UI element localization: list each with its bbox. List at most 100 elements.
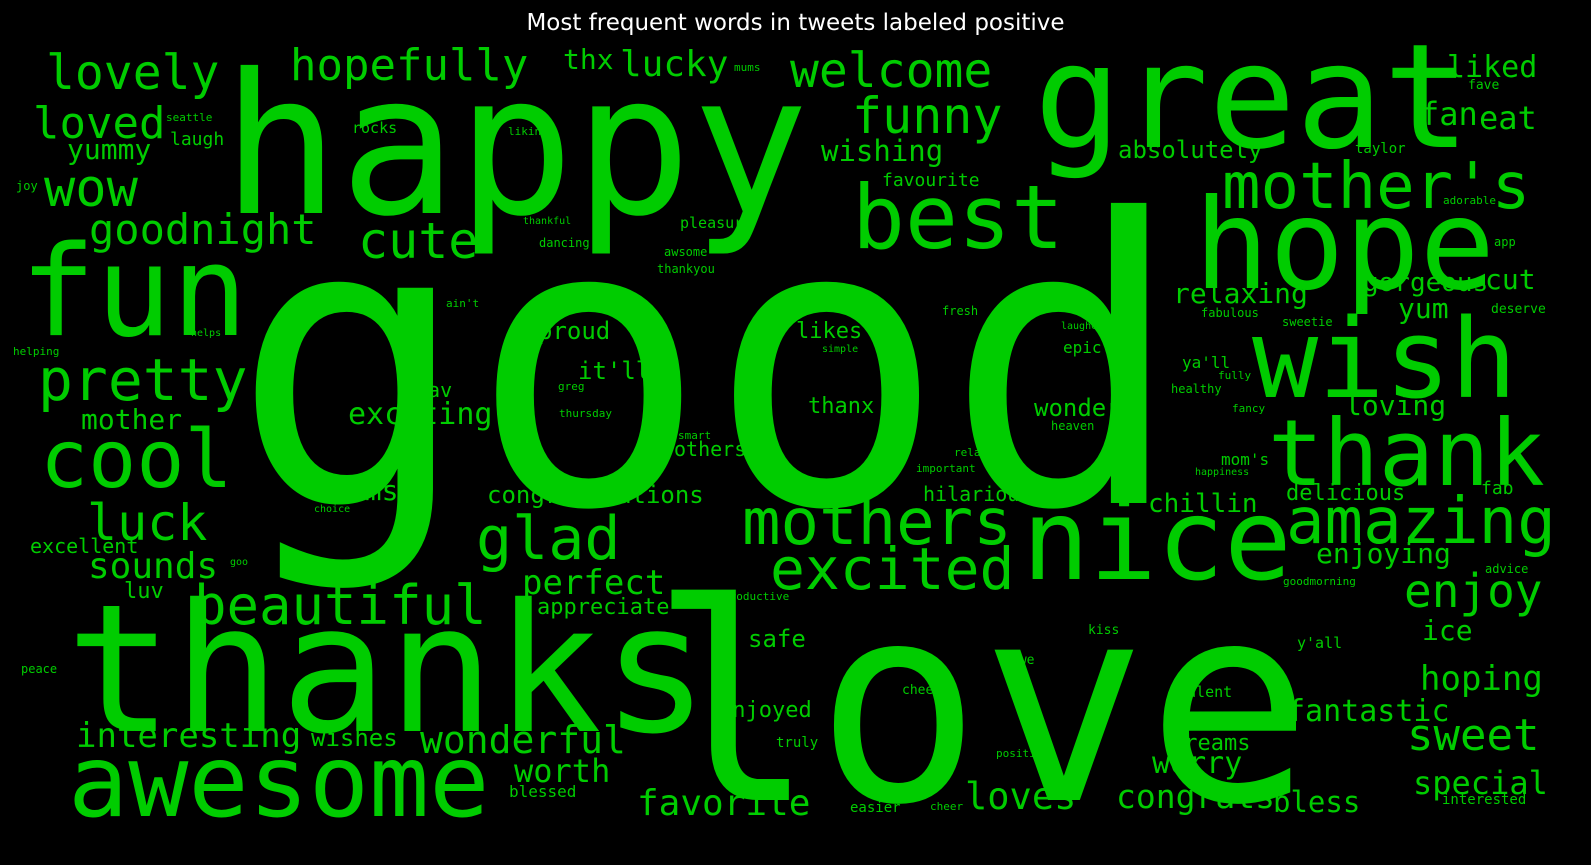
word: goo	[230, 557, 249, 568]
word: laugh	[170, 129, 225, 150]
word: mother	[81, 403, 183, 436]
word: awe	[1011, 653, 1035, 668]
word: simple	[822, 344, 859, 355]
word: goodnight	[89, 205, 317, 254]
word: healthy	[1171, 382, 1222, 396]
word: glad	[476, 504, 621, 574]
word: loved	[33, 98, 166, 149]
word: amazing	[1286, 485, 1556, 559]
word: y'all	[1297, 634, 1343, 652]
word: it'll	[578, 357, 651, 385]
word: enjoying	[1316, 537, 1451, 570]
word: cute	[358, 212, 479, 270]
word: delicious	[1286, 481, 1406, 506]
word: fancy	[1232, 402, 1266, 415]
word: wow	[44, 159, 138, 219]
word: helps	[191, 328, 222, 339]
word: joy	[16, 179, 38, 193]
word: cool	[40, 413, 233, 506]
word: chillin	[1148, 489, 1258, 519]
word: goodmorning	[1283, 575, 1356, 588]
word: worth	[514, 752, 611, 790]
word: cheers	[902, 683, 949, 698]
word: pleasure	[680, 214, 753, 232]
word: sweet	[1407, 710, 1540, 761]
word: blessed	[509, 782, 577, 801]
word: wish	[1252, 295, 1517, 423]
word: mothers	[742, 486, 1012, 560]
word: congratulations	[487, 481, 704, 509]
word: enjoy	[1404, 564, 1543, 618]
word: greg	[558, 380, 585, 393]
word: interested	[1442, 792, 1527, 808]
word: sounds	[88, 546, 219, 587]
word: rocks	[352, 119, 398, 137]
word: thursday	[559, 407, 612, 420]
word: kiss	[1088, 623, 1120, 638]
word: eat	[1479, 99, 1537, 137]
word: relax	[954, 446, 988, 459]
word: thankful	[523, 216, 572, 227]
word-cloud: good love happy great thanks hope fun wish aweso…	[13, 13, 1556, 843]
word: hilarious	[923, 482, 1032, 506]
word: exciting	[348, 397, 493, 432]
word: awsome	[664, 245, 708, 259]
word: mother's	[1222, 150, 1531, 224]
word: wishes	[311, 724, 398, 752]
word: excited	[770, 535, 1015, 603]
word: funny	[852, 87, 1003, 145]
word: advice	[1485, 562, 1529, 576]
word: likes	[796, 319, 863, 344]
word: congrats	[1116, 777, 1275, 816]
word: favourite	[882, 170, 980, 191]
word: gorgeous	[1363, 268, 1489, 298]
word: good	[232, 137, 1184, 597]
word: lovely	[46, 45, 220, 101]
word: safe	[748, 625, 806, 653]
word: helping	[13, 345, 60, 358]
word: favorite	[637, 783, 811, 824]
word: thx	[563, 43, 614, 76]
word: welcome	[790, 43, 993, 99]
word: fun	[20, 218, 248, 365]
word: relaxing	[1173, 277, 1308, 310]
word: hopefully	[290, 40, 529, 91]
word: fav	[416, 378, 453, 402]
word: fabulous	[1201, 306, 1259, 320]
word: heaven	[1051, 419, 1095, 433]
word: liked	[1447, 50, 1538, 85]
word: fan	[1420, 95, 1478, 133]
word: wonderful	[420, 718, 626, 762]
word: productive	[723, 590, 790, 603]
word: laughed	[1061, 321, 1104, 332]
word: interesting	[76, 716, 302, 756]
word: beautiful	[194, 574, 487, 637]
word: fave	[1468, 78, 1500, 93]
word: special	[1413, 764, 1548, 802]
word: great	[1034, 13, 1471, 182]
word: hope	[1194, 173, 1496, 318]
word: thanx	[808, 394, 875, 419]
word: wishing	[821, 134, 944, 168]
word: seattle	[166, 111, 213, 124]
word: ice	[1422, 614, 1473, 647]
word: absolutely	[1118, 136, 1263, 164]
word: thanks	[66, 566, 709, 773]
word: enjoyed	[719, 698, 812, 723]
word: luck	[87, 494, 208, 552]
word: yum	[1398, 292, 1449, 325]
word: dreams	[1171, 731, 1251, 756]
word: best	[852, 166, 1064, 269]
word: cheer	[930, 800, 964, 813]
word: others	[674, 437, 747, 461]
word: perfect	[522, 563, 666, 603]
word: worry	[1152, 746, 1243, 781]
word: lucky	[620, 44, 729, 85]
word: truly	[776, 735, 819, 751]
word: liking	[508, 125, 548, 138]
word: sweetie	[1282, 315, 1333, 329]
word: fully	[1218, 369, 1252, 382]
chart-title: Most frequent words in tweets labeled po…	[526, 10, 1065, 36]
word: loves	[965, 775, 1077, 818]
word: blast	[1045, 293, 1082, 307]
